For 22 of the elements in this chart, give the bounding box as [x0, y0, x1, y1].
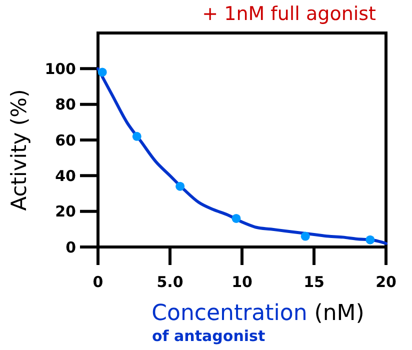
y-tick-label: 40: [55, 166, 76, 185]
point: [98, 68, 107, 77]
x-axis-title: Concentration (nM): [152, 301, 364, 326]
y-tick-label: 100: [44, 60, 76, 78]
x-tick-label: 15: [304, 273, 324, 291]
x-tick-label: 0: [92, 273, 104, 291]
x-tick-label: 20: [376, 273, 396, 291]
point: [232, 214, 241, 223]
text: of antagonist: [152, 327, 266, 345]
y-tick-label: 80: [55, 96, 76, 114]
point: [300, 232, 310, 241]
x-tick-label: 5.0: [156, 273, 184, 291]
y-tick-label: 0: [66, 238, 76, 256]
point: [176, 182, 185, 191]
line-series: [96, 67, 388, 245]
chart-title: + 1nM full agonist: [202, 3, 376, 25]
x-tick-label: 10: [232, 273, 252, 291]
y-tick-label: 60: [55, 131, 76, 150]
y-tick-label: 20: [55, 202, 76, 221]
point: [366, 235, 375, 244]
point: [132, 132, 142, 141]
y-axis-title: Activity (%): [7, 89, 31, 211]
